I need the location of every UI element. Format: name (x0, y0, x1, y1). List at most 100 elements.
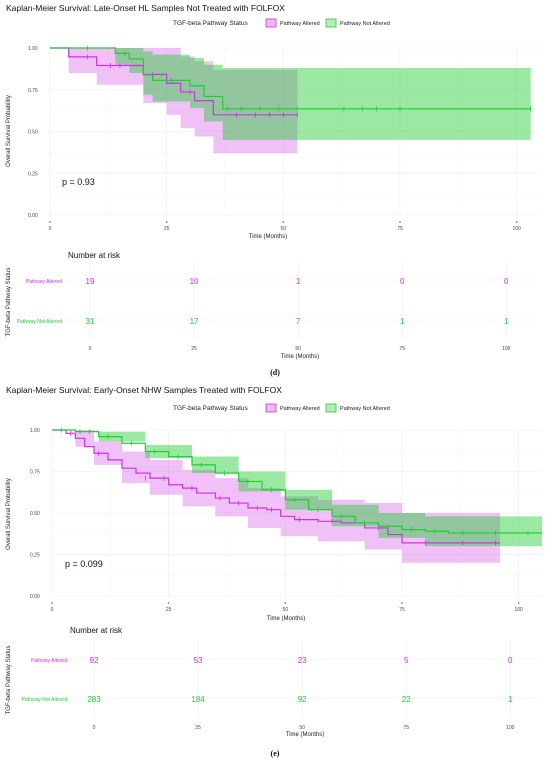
x-tick-label: 75 (399, 607, 405, 613)
risk-y-axis-title: TGF-beta Pathway Status (6, 645, 12, 714)
legend-swatch-altered (265, 18, 277, 28)
x-axis-title: Time (Months) (249, 234, 287, 240)
risk-x-tick-label: 100 (506, 725, 515, 731)
legend-title: TGF-beta Pathway Status (173, 405, 249, 412)
survival-line-not-altered (50, 47, 531, 110)
survival-line-not-altered (52, 429, 542, 534)
legend-item-altered: Pathway Altered (265, 18, 320, 28)
x-tick-label: 75 (397, 226, 403, 232)
risk-count: 1 (296, 277, 301, 286)
panel-e: Kaplan-Meier Survival: Early-Onset NHW S… (6, 385, 542, 758)
x-tick-label: 100 (514, 607, 523, 613)
x-tick-label: 100 (512, 226, 521, 232)
x-tick-label: 0 (51, 607, 54, 613)
risk-x-axis-title: Time (Months) (281, 354, 319, 360)
p-value: p = 0.93 (62, 177, 95, 187)
risk-count: 19 (86, 277, 95, 286)
risk-count: 10 (190, 277, 199, 286)
x-tick-mark (165, 221, 168, 223)
risk-y-axis-title: TGF-beta Pathway Status (6, 267, 12, 336)
risk-x-tick-label: 50 (295, 346, 301, 352)
legend-swatch-not-altered (325, 403, 337, 413)
risk-count: 1 (508, 695, 513, 704)
risk-row-label-not-altered: Pathway Not Altered (17, 319, 63, 325)
x-tick-mark (49, 221, 51, 223)
ci-band-not-altered (50, 48, 531, 140)
x-tick-mark (282, 221, 285, 223)
x-tick-mark (515, 221, 518, 223)
survival-line-altered (50, 47, 298, 116)
risk-count: 23 (298, 656, 307, 665)
x-tick-mark (517, 602, 520, 604)
risk-table-title: Number at risk (68, 251, 121, 260)
x-tick-mark (167, 602, 170, 604)
risk-count: 0 (508, 656, 513, 665)
risk-count: 7 (296, 317, 301, 326)
legend: TGF-beta Pathway Status Pathway Altered … (173, 18, 390, 28)
y-tick-label: 1.00 (28, 46, 38, 52)
risk-row-label-altered: Pathway Altered (26, 279, 62, 285)
legend-label-altered: Pathway Altered (280, 21, 320, 27)
risk-count: 5 (404, 656, 409, 665)
chart-title: Kaplan-Meier Survival: Late-Onset HL Sam… (6, 3, 285, 13)
y-tick-label: 0.00 (28, 213, 38, 219)
risk-count: 17 (190, 317, 199, 326)
risk-count: 22 (402, 695, 411, 704)
x-tick-mark (401, 602, 403, 604)
y-axis-title: Overall Survival Probability (6, 478, 12, 550)
risk-count: 53 (194, 656, 203, 665)
y-tick-label: 0.50 (28, 130, 38, 136)
y-tick-label: 1.00 (30, 428, 40, 434)
plot-area: 0.00 0.25 0.50 0.75 1.00 0 25 50 75 100 (30, 427, 542, 613)
y-tick-label: 0.25 (28, 171, 38, 177)
risk-row-label-not-altered: Pathway Not Altered (22, 697, 68, 703)
risk-count: 184 (191, 695, 205, 704)
risk-count: 283 (87, 695, 101, 704)
legend-swatch-altered (265, 403, 277, 413)
risk-count: 0 (400, 277, 405, 286)
risk-count: 92 (298, 695, 307, 704)
chart-title: Kaplan-Meier Survival: Early-Onset NHW S… (6, 385, 282, 395)
y-axis-title: Overall Survival Probability (6, 95, 12, 167)
risk-count: 31 (86, 317, 95, 326)
legend: TGF-beta Pathway Status Pathway Altered … (173, 403, 390, 413)
y-tick-label: 0.00 (30, 594, 40, 600)
x-tick-mark (51, 602, 53, 604)
panel-d: Kaplan-Meier Survival: Late-Onset HL Sam… (6, 3, 540, 377)
legend-label-not-altered: Pathway Not Altered (340, 406, 390, 412)
y-tick-label: 0.75 (28, 88, 38, 94)
legend-item-altered: Pathway Altered (265, 403, 320, 413)
x-tick-mark (399, 221, 401, 223)
risk-count: 1 (400, 317, 405, 326)
ci-band-not-altered (52, 430, 542, 552)
risk-x-tick-label: 25 (191, 346, 197, 352)
legend-item-not-altered: Pathway Not Altered (325, 18, 390, 28)
risk-count: 92 (90, 656, 99, 665)
legend-title: TGF-beta Pathway Status (173, 20, 249, 27)
x-tick-label: 50 (281, 226, 287, 232)
risk-count: 1 (504, 317, 509, 326)
risk-x-axis-title: Time (Months) (286, 732, 324, 738)
risk-table-title: Number at risk (70, 626, 123, 635)
legend-label-not-altered: Pathway Not Altered (340, 21, 390, 27)
y-tick-label: 0.50 (30, 511, 40, 517)
y-tick-label: 0.25 (30, 553, 40, 559)
x-tick-mark (284, 602, 287, 604)
risk-x-tick-label: 0 (89, 346, 92, 352)
risk-count: 0 (504, 277, 509, 286)
x-tick-label: 25 (166, 607, 172, 613)
plot-area: 0.00 0.25 0.50 0.75 1.00 0 25 50 75 100 (28, 45, 540, 232)
p-value: p = 0.099 (65, 559, 103, 569)
ci-band-altered (50, 48, 298, 154)
caption-d: (d) (270, 368, 280, 377)
risk-x-tick-label: 100 (502, 346, 511, 352)
caption-e: (e) (271, 749, 280, 758)
legend-swatch-not-altered (325, 18, 337, 28)
legend-item-not-altered: Pathway Not Altered (325, 403, 390, 413)
risk-row-label-altered: Pathway Altered (31, 658, 67, 664)
survival-line-altered (52, 429, 500, 544)
legend-label-altered: Pathway Altered (280, 406, 320, 412)
x-tick-label: 0 (49, 226, 52, 232)
